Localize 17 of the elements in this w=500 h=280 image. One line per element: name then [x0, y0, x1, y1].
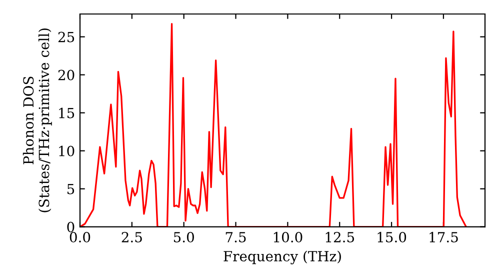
y-axis-title: Phonon DOS (States/THz·primitive cell)	[22, 28, 52, 212]
x-tick-label: 10.0	[274, 232, 302, 242]
y-tick-label: 25	[58, 32, 74, 42]
y-tick-label: 5	[67, 184, 74, 194]
x-tick-label: 0.0	[70, 232, 90, 242]
x-axis-title: Frequency (THz)	[224, 250, 341, 264]
x-tick-label: 5.0	[174, 232, 194, 242]
x-tick-label: 12.5	[326, 232, 354, 242]
x-tick-label: 15.0	[378, 232, 406, 242]
x-tick-label: 17.5	[430, 232, 458, 242]
y-tick-label: 10	[59, 146, 74, 156]
x-tick-label: 2.5	[122, 232, 142, 242]
y-tick-label: 20	[58, 70, 74, 80]
y-tick-label: 0	[67, 222, 74, 232]
line-series	[80, 23, 467, 227]
x-tick-label: 7.5	[226, 232, 246, 242]
y-tick-label: 15	[59, 108, 74, 118]
